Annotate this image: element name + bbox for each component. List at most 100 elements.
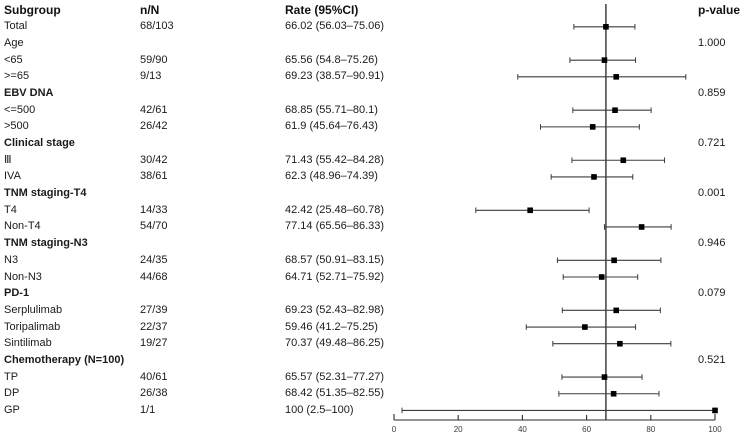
ci-row bbox=[540, 124, 640, 130]
ci-row bbox=[603, 224, 672, 230]
subgroup-label: TP bbox=[4, 370, 19, 383]
subgroup-label: Ⅲ bbox=[4, 153, 12, 166]
n-of-N-value: 38/61 bbox=[140, 170, 168, 183]
n-of-N-value: 1/1 bbox=[140, 403, 156, 416]
p-value: 0.721 bbox=[698, 137, 726, 150]
n-of-N-value: 54/70 bbox=[140, 220, 168, 233]
rate-ci-value: 68.57 (50.91–83.15) bbox=[285, 253, 385, 266]
rate-ci-value: 62.3 (48.96–74.39) bbox=[285, 170, 378, 183]
n-of-N-value: 27/39 bbox=[140, 303, 168, 316]
rate-ci-value: 64.71 (52.71–75.92) bbox=[285, 270, 385, 283]
point-estimate-marker bbox=[603, 24, 609, 30]
rate-ci-value: 65.56 (54.8–75.26) bbox=[285, 53, 378, 66]
point-estimate-marker bbox=[617, 340, 623, 347]
p-value: 0.079 bbox=[698, 287, 726, 300]
column-header-subgroup: Subgroup bbox=[4, 3, 61, 17]
ci-row bbox=[525, 324, 637, 330]
rate-ci-value: 61.9 (45.64–76.43) bbox=[285, 120, 378, 133]
ci-row bbox=[550, 174, 634, 180]
subgroup-label: Non-N3 bbox=[4, 270, 42, 283]
rate-ci-value: 69.23 (38.57–90.91) bbox=[285, 70, 385, 83]
table-row: TP 40/61 65.57 (52.31–77.27) bbox=[0, 369, 750, 386]
n-of-N-value: 68/103 bbox=[140, 20, 174, 33]
n-of-N-value: 40/61 bbox=[140, 370, 168, 383]
point-estimate-marker bbox=[638, 224, 645, 230]
subgroup-label: Sintilimab bbox=[4, 337, 52, 350]
n-of-N-value: 30/42 bbox=[140, 153, 168, 166]
p-value: 1.000 bbox=[698, 36, 726, 49]
table-row: EBV DNA 0.859 bbox=[0, 85, 750, 102]
n-of-N-value: 26/38 bbox=[140, 387, 168, 400]
point-estimate-marker bbox=[601, 57, 608, 63]
rate-ci-value: 69.23 (52.43–82.98) bbox=[285, 303, 385, 316]
subgroup-label: TNM staging-N3 bbox=[4, 237, 88, 250]
point-estimate-marker bbox=[611, 257, 617, 264]
ci-row bbox=[561, 307, 661, 314]
rate-ci-value: 42.42 (25.48–60.78) bbox=[285, 203, 385, 216]
rate-ci-value: 68.42 (51.35–82.55) bbox=[285, 387, 385, 400]
subgroup-label: IVA bbox=[4, 170, 21, 183]
table-row: Ⅲ 30/42 71.43 (55.42–84.28) bbox=[0, 152, 750, 169]
subgroup-label: >=65 bbox=[4, 70, 30, 83]
subgroup-label: >500 bbox=[4, 120, 29, 133]
rate-ci-value: 66.02 (56.03–75.06) bbox=[285, 20, 385, 33]
table-row: Total 68/103 66.02 (56.03–75.06) bbox=[0, 18, 750, 35]
table-row: Toripalimab 22/37 59.46 (41.2–75.25) bbox=[0, 319, 750, 336]
point-estimate-marker bbox=[589, 124, 596, 130]
subgroup-label: GP bbox=[4, 403, 20, 416]
p-value: 0.946 bbox=[698, 237, 726, 250]
point-estimate-marker bbox=[613, 74, 620, 80]
p-value: 0.001 bbox=[698, 187, 726, 200]
subgroup-label: <65 bbox=[4, 53, 23, 66]
x-axis-tick-label: 0 bbox=[392, 425, 397, 434]
table-row: <65 59/90 65.56 (54.8–75.26) bbox=[0, 52, 750, 69]
rate-ci-value: 71.43 (55.42–84.28) bbox=[285, 153, 385, 166]
x-axis: 0 20 40 60 80 100 bbox=[392, 414, 722, 434]
table-row: T4 14/33 42.42 (25.48–60.78) bbox=[0, 202, 750, 219]
point-estimate-marker bbox=[582, 324, 588, 330]
point-estimate-marker bbox=[610, 390, 617, 397]
point-estimate-marker bbox=[598, 274, 605, 280]
subgroup-label: EBV DNA bbox=[4, 87, 54, 100]
n-of-N-value: 26/42 bbox=[140, 120, 168, 133]
n-of-N-value: 14/33 bbox=[140, 203, 168, 216]
ci-row bbox=[558, 390, 660, 397]
x-axis-tick-label: 100 bbox=[708, 425, 722, 434]
rate-ci-value: 100 (2.5–100) bbox=[285, 403, 354, 416]
table-row: TNM staging-T4 0.001 bbox=[0, 185, 750, 202]
table-row: <=500 42/61 68.85 (55.71–80.1) bbox=[0, 102, 750, 119]
n-of-N-value: 19/27 bbox=[140, 337, 168, 350]
table-row: TNM staging-N3 0.946 bbox=[0, 235, 750, 252]
subgroup-label: N3 bbox=[4, 253, 19, 266]
subgroup-label: Chemotherapy (N=100) bbox=[4, 353, 125, 366]
ci-row bbox=[517, 74, 687, 80]
point-estimate-marker bbox=[527, 207, 533, 214]
point-estimate-marker bbox=[601, 374, 608, 380]
point-estimate-marker bbox=[612, 107, 618, 113]
ci-row bbox=[562, 274, 639, 280]
ci-row bbox=[561, 374, 643, 380]
table-row: DP 26/38 68.42 (51.35–82.55) bbox=[0, 385, 750, 402]
subgroup-label: T4 bbox=[4, 203, 17, 216]
subgroup-label: Age bbox=[4, 36, 24, 49]
point-estimate-marker bbox=[620, 157, 627, 164]
table-row: Non-T4 54/70 77.14 (65.56–86.33) bbox=[0, 218, 750, 235]
point-estimate-marker bbox=[712, 407, 718, 414]
subgroup-label: Toripalimab bbox=[4, 320, 61, 333]
n-of-N-value: 59/90 bbox=[140, 53, 168, 66]
table-row: N3 24/35 68.57 (50.91–83.15) bbox=[0, 252, 750, 269]
rate-ci-value: 68.85 (55.71–80.1) bbox=[285, 103, 378, 116]
table-row: Clinical stage 0.721 bbox=[0, 135, 750, 152]
n-of-N-value: 42/61 bbox=[140, 103, 168, 116]
subgroup-label: PD-1 bbox=[4, 287, 30, 300]
rate-ci-value: 59.46 (41.2–75.25) bbox=[285, 320, 378, 333]
ci-row bbox=[552, 340, 672, 347]
table-row: PD-1 0.079 bbox=[0, 285, 750, 302]
ci-row bbox=[556, 257, 662, 264]
point-estimate-marker bbox=[613, 307, 620, 314]
n-of-N-value: 22/37 bbox=[140, 320, 168, 333]
table-row: Sintilimab 19/27 70.37 (49.48–86.25) bbox=[0, 335, 750, 352]
ci-row bbox=[569, 57, 637, 63]
